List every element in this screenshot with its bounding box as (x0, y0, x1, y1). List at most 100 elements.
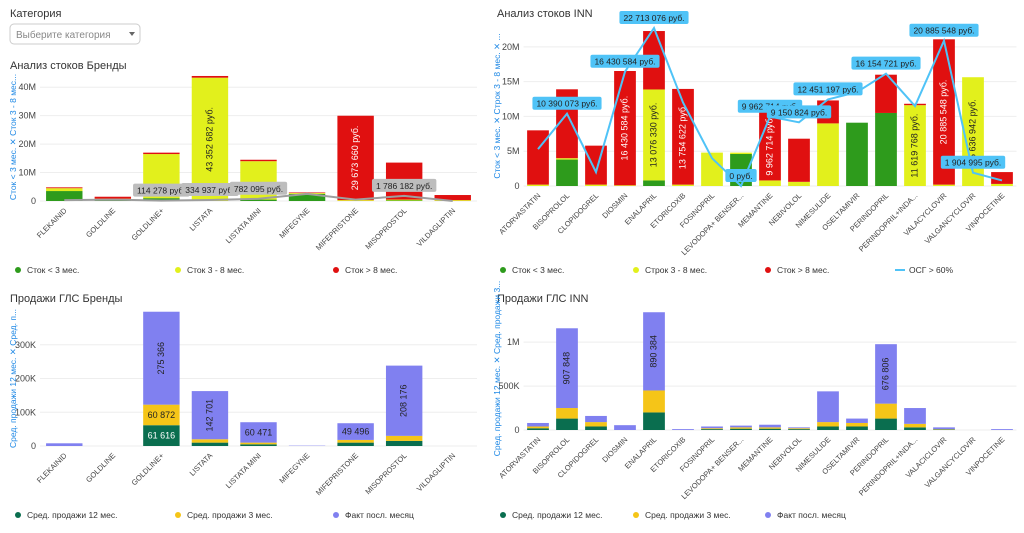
x-tick-label: DIOSMIN (600, 435, 629, 464)
line-label-text: 0 руб. (729, 171, 752, 181)
legend-label: Факт посл. месяц (345, 510, 414, 520)
bar-segment (759, 180, 781, 186)
x-tick-label: VILDAGLIPTIN (415, 206, 457, 248)
legend-label: Строк 3 - 8 мес. (645, 265, 707, 275)
bar-segment (788, 182, 810, 186)
bar-segment (643, 412, 665, 430)
bar-segment (672, 429, 694, 430)
bar-segment (701, 429, 723, 430)
bar-segment (614, 185, 636, 186)
bar-value-label: 890 384 (648, 335, 658, 368)
bar-segment (904, 408, 926, 424)
line-label-text: 1 904 995 руб. (945, 158, 1001, 168)
bar-segment (991, 429, 1013, 430)
y-tick-label: 5M (507, 146, 520, 156)
bar-segment (192, 439, 228, 442)
y-tick-label: 500K (498, 381, 519, 391)
bar-segment (730, 429, 752, 430)
bar-segment (730, 426, 752, 428)
y-tick-label: 100K (15, 407, 36, 417)
bar-segment (759, 425, 781, 428)
legend-label: Сред. продажи 3 мес. (187, 510, 273, 520)
line-label-text: 12 451 197 руб. (797, 84, 858, 94)
line-value-label: 114 278 руб. (133, 184, 190, 197)
legend-swatch (333, 512, 339, 518)
legend-swatch (175, 267, 181, 273)
legend-swatch (15, 267, 21, 273)
bar-segment (904, 427, 926, 430)
y-tick-label: 0 (514, 181, 519, 191)
bar-segment (759, 429, 781, 430)
x-tick-label: MIFEGYNE (277, 206, 311, 240)
x-tick-label: LISTATA MINI (224, 451, 263, 490)
y-tick-label: 10M (18, 168, 36, 178)
legend-swatch (500, 267, 506, 273)
legend-label: Сред. продажи 3 мес. (645, 510, 731, 520)
bar-segment (585, 426, 607, 430)
legend-label: ОСГ > 60% (909, 265, 953, 275)
y-tick-label: 40M (18, 82, 36, 92)
x-tick-label: FLEKAINID (35, 206, 69, 240)
bar-segment (643, 390, 665, 412)
bar-segment (585, 422, 607, 426)
bar-segment (527, 428, 549, 430)
y-tick-label: 20M (18, 139, 36, 149)
bar-segment (788, 429, 810, 430)
x-tick-label: FLEKAINID (35, 451, 69, 485)
bar-segment (730, 153, 752, 154)
bar-segment (875, 113, 897, 186)
y-tick-label: 200K (15, 374, 36, 384)
bar-segment (95, 197, 131, 199)
bar-segment (527, 426, 549, 428)
bar-segment (788, 428, 810, 429)
bar-segment (788, 427, 810, 428)
bar-segment (701, 426, 723, 428)
x-tick-label: MISOPROSTOL (363, 206, 408, 251)
legend-swatch (633, 267, 639, 273)
bar-value-label: 61 616 (148, 431, 176, 441)
line-label-text: 782 095 руб. (234, 184, 283, 194)
bar-segment (556, 419, 578, 430)
bar-segment (672, 185, 694, 186)
legend-swatch (765, 512, 771, 518)
bar-segment (240, 160, 276, 161)
line-value-label: 16 154 721 руб. (851, 57, 920, 70)
chart-title: Анализ стоков Бренды (10, 60, 127, 72)
bar-value-label: 43 352 682 руб. (204, 107, 214, 172)
bar-segment (556, 158, 578, 159)
bar-segment (585, 185, 607, 186)
bar-value-label: 275 366 (156, 342, 166, 375)
legend-label: Сток 3 - 8 мес. (187, 265, 244, 275)
legend-label: Сред. продажи 12 мес. (27, 510, 117, 520)
category-select[interactable]: Выберите категория (10, 24, 140, 44)
x-tick-label: MIFEPRISTONE (314, 206, 360, 252)
bar-segment (991, 184, 1013, 186)
bar-segment (730, 427, 752, 428)
bar-segment (614, 425, 636, 430)
x-tick-label: DIOSMIN (600, 191, 629, 220)
bar-segment (585, 146, 607, 185)
bar-segment (386, 436, 422, 441)
bar-value-label: 20 885 548 руб. (938, 80, 948, 145)
bar-segment (933, 427, 955, 429)
bar-segment (875, 75, 897, 113)
select-placeholder[interactable]: Выберите категория (16, 29, 111, 41)
x-tick-label: LISTATA (188, 206, 215, 233)
bar-value-label: 29 673 660 руб. (350, 126, 360, 191)
line-value-label: 10 390 073 руб. (532, 97, 601, 110)
bar-value-label: 60 471 (245, 427, 273, 437)
bar-value-label: 13 754 622 руб. (677, 104, 687, 169)
x-tick-label: GOLDLINE (84, 206, 117, 239)
bar-segment (585, 416, 607, 422)
bar-segment (933, 185, 955, 186)
x-tick-label: MIFEGYNE (277, 451, 311, 485)
legend-swatch (633, 512, 639, 518)
y-tick-label: 300K (15, 340, 36, 350)
y-tick-label: 0 (514, 425, 519, 435)
bar-segment (240, 444, 276, 446)
line-value-label: 9 150 824 руб. (767, 105, 831, 118)
x-tick-label: VALGANCYCLOVIR (923, 435, 978, 490)
bar-segment (527, 185, 549, 186)
bar-segment (817, 422, 839, 426)
x-tick-label: VILDAGLIPTIN (415, 451, 457, 493)
